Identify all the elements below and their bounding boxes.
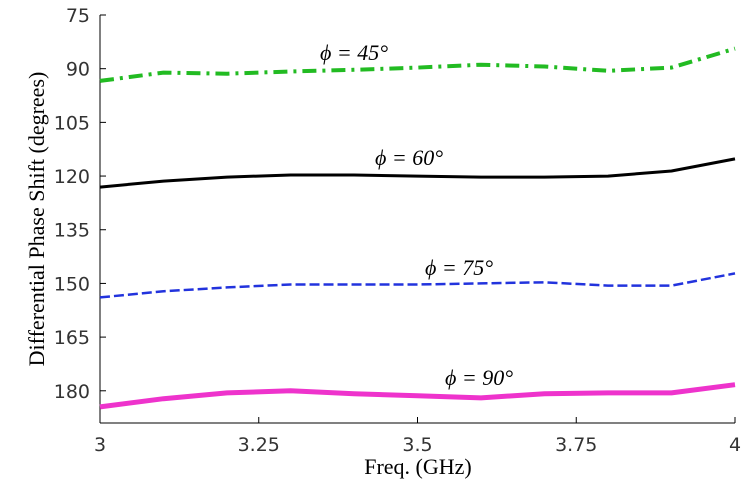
y-tick-label: 150 bbox=[54, 273, 90, 295]
y-tick-label: 165 bbox=[54, 327, 90, 349]
y-tick-label: 135 bbox=[54, 220, 90, 242]
y-tick-label: 90 bbox=[66, 59, 90, 81]
series-label: ϕ = 75° bbox=[425, 255, 493, 280]
series-label: ϕ = 60° bbox=[375, 145, 443, 170]
x-tick-label: 3.25 bbox=[238, 434, 280, 456]
y-tick-label: 120 bbox=[54, 166, 90, 188]
y-tick-label: 75 bbox=[66, 5, 90, 27]
y-tick-label: 105 bbox=[54, 112, 90, 134]
series-line bbox=[99, 157, 736, 189]
y-tick-label: 180 bbox=[54, 381, 90, 403]
series-label: ϕ = 45° bbox=[320, 40, 388, 65]
series-line bbox=[99, 46, 736, 83]
x-tick-label: 3 bbox=[94, 434, 106, 456]
x-tick-label: 3.75 bbox=[555, 434, 597, 456]
y-axis-label: Differential Phase Shift (degrees) bbox=[24, 72, 49, 367]
x-tick-label: 3.5 bbox=[402, 434, 432, 456]
series-label: ϕ = 90° bbox=[445, 365, 513, 390]
series-line bbox=[99, 382, 736, 410]
x-tick-label: 4 bbox=[729, 434, 741, 456]
x-axis-label: Freq. (GHz) bbox=[364, 454, 472, 479]
series-line bbox=[99, 272, 736, 299]
